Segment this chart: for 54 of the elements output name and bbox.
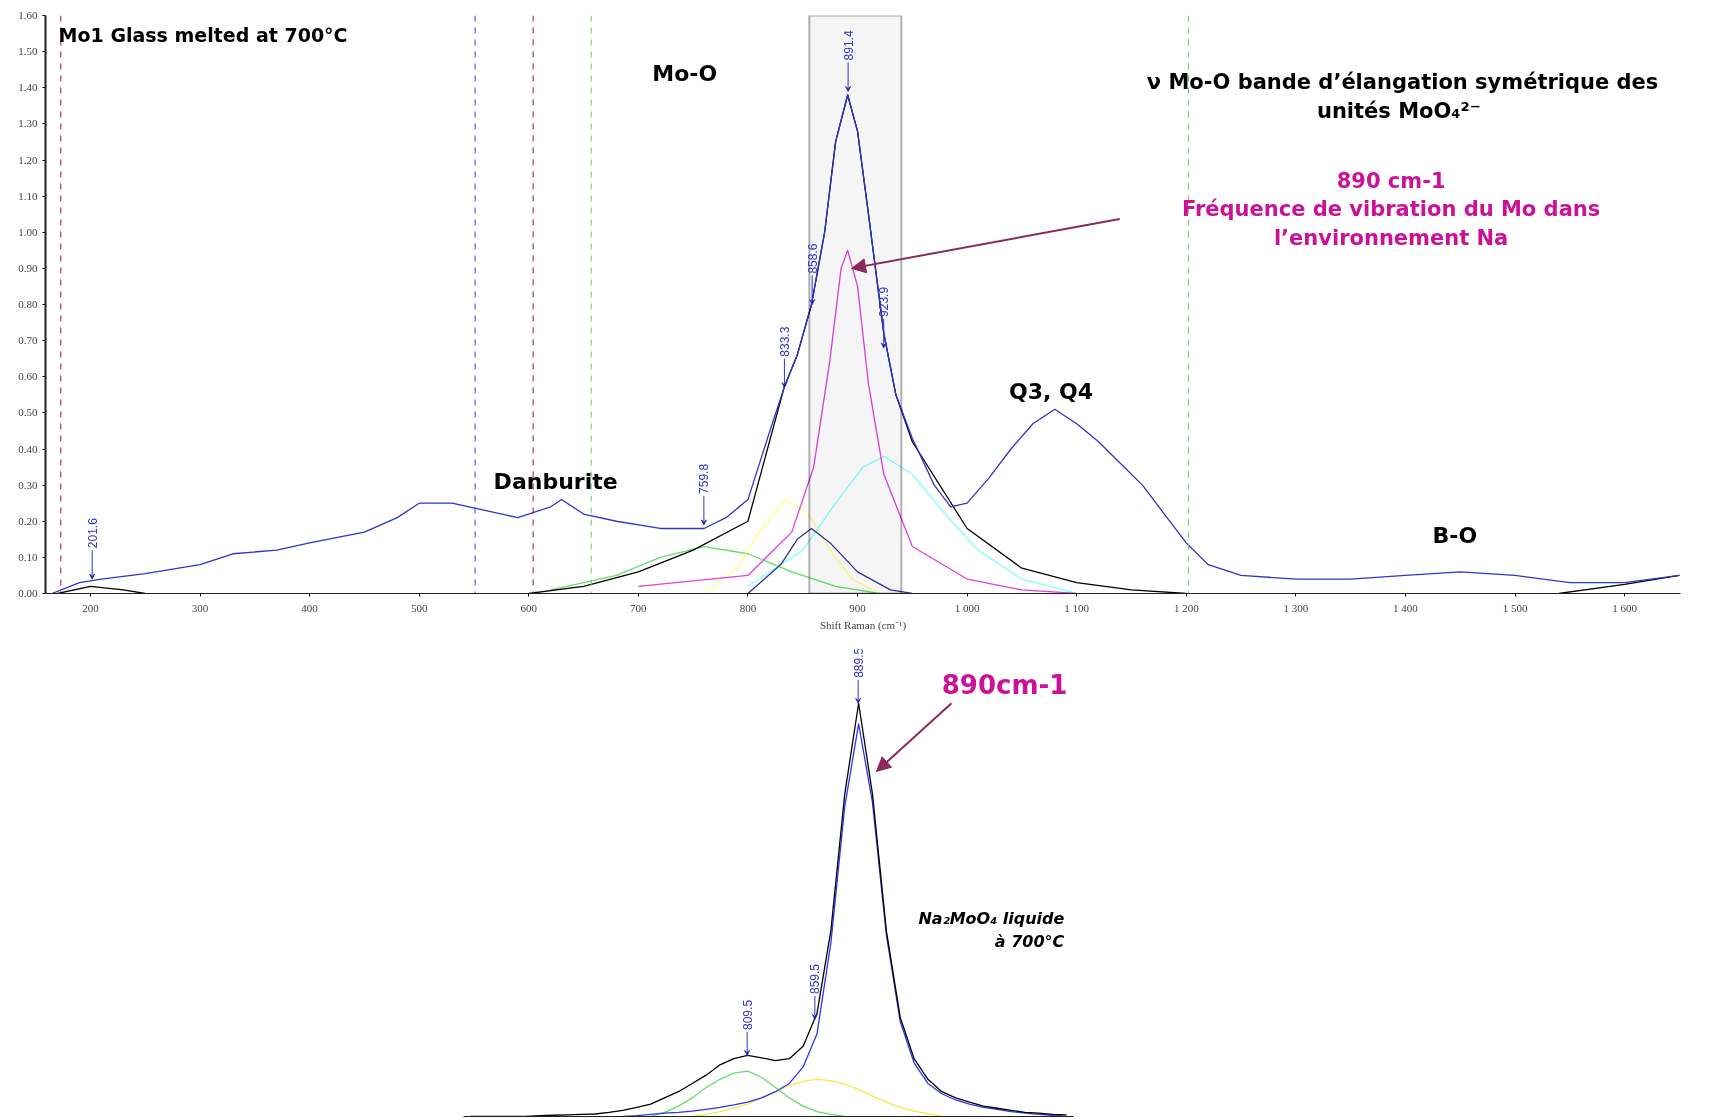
line-series (703, 498, 881, 594)
annotation: 833.3 (777, 326, 792, 357)
annotation: Danburite (493, 468, 618, 494)
y-tick-label: 0.60 (18, 370, 38, 383)
line-series (51, 94, 1681, 594)
y-tick-label: 1.60 (18, 9, 38, 21)
annotation: 809.5 (740, 999, 755, 1030)
x-tick-label: 1 300 (1283, 601, 1309, 614)
x-tick-label: 200 (82, 601, 100, 614)
annotation: 859.5 (808, 963, 823, 995)
x-tick-label: 1 500 (1502, 601, 1528, 614)
x-tick-label: 700 (630, 601, 648, 614)
y-tick-label: 0.40 (18, 442, 38, 455)
annotation: 759.8 (697, 463, 712, 494)
text: 890cm-1 (941, 669, 1068, 700)
x-tick-label: 1 000 (954, 601, 980, 614)
annotation: 923.9 (877, 286, 892, 317)
y-tick-label: 0.90 (18, 261, 38, 274)
y-tick-label: 0.70 (18, 334, 38, 347)
y-tick-label: 1.30 (18, 117, 38, 130)
annotation: Q3, Q4 (1009, 378, 1094, 404)
annotation: ν Mo-O bande d’élangation symétrique des unités MoO₄²⁻ (1146, 70, 1659, 124)
line-series (747, 455, 1078, 594)
x-tick-label: 400 (301, 601, 319, 614)
line-series (747, 527, 913, 594)
x-tick-label: 1 600 (1612, 601, 1638, 614)
annotation: 891.4 (841, 30, 856, 61)
x-tick-label: 300 (191, 601, 209, 614)
x-tick-label: 1 400 (1393, 601, 1419, 614)
x-tick-label: 600 (520, 601, 538, 614)
y-tick-label: 0.20 (18, 514, 38, 527)
y-tick-label: 1.50 (18, 45, 38, 58)
x-tick-label: 500 (410, 601, 428, 614)
annotation: Mo-O (652, 60, 718, 86)
y-tick-label: 1.20 (18, 153, 38, 166)
annotation: 858.6 (805, 243, 820, 274)
x-tick-label: 1 100 (1064, 601, 1090, 614)
y-tick-label: 0.50 (18, 406, 38, 419)
x-tick-label: 1 200 (1173, 601, 1200, 614)
annotation: Na₂MoO₄ liquide à 700°C (918, 908, 1065, 951)
y-tick-label: 1.40 (18, 81, 38, 94)
x-tick-label: 800 (739, 601, 757, 614)
annotation: 890 cm-1 Fréquence de vibration du Mo dans l’environnement Na (1181, 168, 1601, 251)
y-tick-label: 0.80 (18, 298, 38, 310)
y-tick-label: 1.10 (18, 189, 38, 202)
annotation: B-O (1432, 523, 1478, 549)
x-axis-title: Shift Raman (cm⁻¹) (819, 618, 907, 632)
y-tick-label: 0.00 (18, 587, 38, 599)
annotation: 201.6 (85, 517, 100, 549)
y-tick-label: 1.00 (18, 225, 38, 238)
x-tick-label: 900 (849, 601, 867, 614)
y-tick-label: 0.30 (18, 478, 38, 491)
annotation: Mo1 Glass melted at 700°C (58, 24, 348, 47)
y-tick-label: 0.10 (18, 550, 38, 563)
